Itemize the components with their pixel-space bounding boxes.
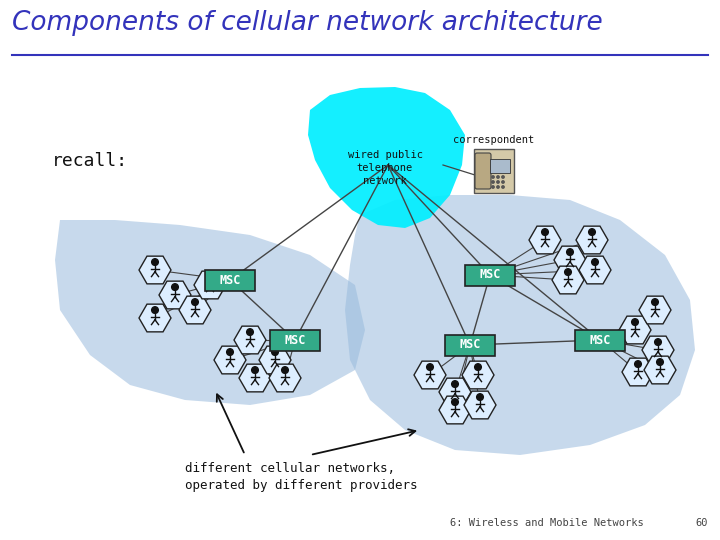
FancyBboxPatch shape bbox=[205, 269, 255, 291]
Text: MSC: MSC bbox=[480, 268, 500, 281]
Polygon shape bbox=[579, 256, 611, 284]
Text: recall:: recall: bbox=[52, 152, 128, 170]
Polygon shape bbox=[439, 378, 471, 406]
FancyBboxPatch shape bbox=[445, 334, 495, 355]
Polygon shape bbox=[139, 304, 171, 332]
Circle shape bbox=[171, 284, 179, 291]
Polygon shape bbox=[234, 326, 266, 354]
Circle shape bbox=[152, 307, 158, 313]
Polygon shape bbox=[529, 226, 561, 254]
Polygon shape bbox=[462, 361, 494, 389]
Polygon shape bbox=[439, 396, 471, 424]
Polygon shape bbox=[576, 226, 608, 254]
Text: 60: 60 bbox=[696, 518, 708, 528]
Circle shape bbox=[654, 339, 662, 346]
Circle shape bbox=[282, 367, 288, 374]
Text: MSC: MSC bbox=[284, 334, 306, 347]
Circle shape bbox=[474, 364, 482, 370]
Polygon shape bbox=[55, 220, 365, 405]
Circle shape bbox=[657, 359, 663, 366]
Polygon shape bbox=[194, 271, 226, 299]
Text: wired public
telephone
network: wired public telephone network bbox=[348, 150, 423, 186]
Polygon shape bbox=[622, 358, 654, 386]
Circle shape bbox=[497, 186, 499, 188]
Circle shape bbox=[477, 394, 483, 401]
Circle shape bbox=[502, 176, 504, 178]
Polygon shape bbox=[214, 346, 246, 374]
Circle shape bbox=[152, 259, 158, 266]
Circle shape bbox=[634, 361, 642, 367]
Circle shape bbox=[502, 186, 504, 188]
Circle shape bbox=[492, 181, 494, 183]
Circle shape bbox=[247, 329, 253, 335]
Circle shape bbox=[592, 259, 598, 266]
FancyBboxPatch shape bbox=[490, 159, 510, 173]
Text: different cellular networks,
operated by different providers: different cellular networks, operated by… bbox=[185, 462, 418, 492]
Polygon shape bbox=[159, 281, 191, 309]
Circle shape bbox=[541, 229, 549, 235]
Polygon shape bbox=[269, 364, 301, 392]
Circle shape bbox=[427, 364, 433, 370]
Circle shape bbox=[589, 229, 595, 235]
Polygon shape bbox=[619, 316, 651, 344]
Polygon shape bbox=[644, 356, 676, 384]
Circle shape bbox=[497, 176, 499, 178]
Circle shape bbox=[207, 274, 213, 280]
Polygon shape bbox=[179, 296, 211, 324]
FancyBboxPatch shape bbox=[575, 329, 625, 350]
Text: MSC: MSC bbox=[589, 334, 611, 347]
Circle shape bbox=[631, 319, 639, 326]
Circle shape bbox=[564, 269, 572, 275]
Text: Components of cellular network architecture: Components of cellular network architect… bbox=[12, 10, 603, 36]
Polygon shape bbox=[259, 346, 291, 374]
Polygon shape bbox=[139, 256, 171, 284]
Circle shape bbox=[252, 367, 258, 374]
Circle shape bbox=[492, 176, 494, 178]
Polygon shape bbox=[554, 246, 586, 274]
FancyBboxPatch shape bbox=[474, 149, 514, 193]
Polygon shape bbox=[308, 87, 465, 228]
Polygon shape bbox=[642, 336, 674, 364]
Circle shape bbox=[497, 181, 499, 183]
FancyBboxPatch shape bbox=[465, 265, 515, 286]
Polygon shape bbox=[239, 364, 271, 392]
Circle shape bbox=[492, 186, 494, 188]
Text: MSC: MSC bbox=[220, 273, 240, 287]
Text: MSC: MSC bbox=[459, 339, 481, 352]
Circle shape bbox=[652, 299, 658, 306]
Circle shape bbox=[192, 299, 198, 306]
FancyBboxPatch shape bbox=[270, 329, 320, 350]
Circle shape bbox=[502, 181, 504, 183]
Circle shape bbox=[451, 399, 459, 406]
Polygon shape bbox=[345, 195, 695, 455]
Circle shape bbox=[271, 349, 279, 355]
Text: 6: Wireless and Mobile Networks: 6: Wireless and Mobile Networks bbox=[450, 518, 644, 528]
Circle shape bbox=[451, 381, 459, 387]
Polygon shape bbox=[552, 266, 584, 294]
Polygon shape bbox=[639, 296, 671, 324]
Text: correspondent: correspondent bbox=[454, 135, 535, 145]
Circle shape bbox=[227, 349, 233, 355]
Polygon shape bbox=[464, 391, 496, 419]
FancyBboxPatch shape bbox=[475, 153, 491, 189]
Polygon shape bbox=[414, 361, 446, 389]
Circle shape bbox=[567, 249, 573, 255]
